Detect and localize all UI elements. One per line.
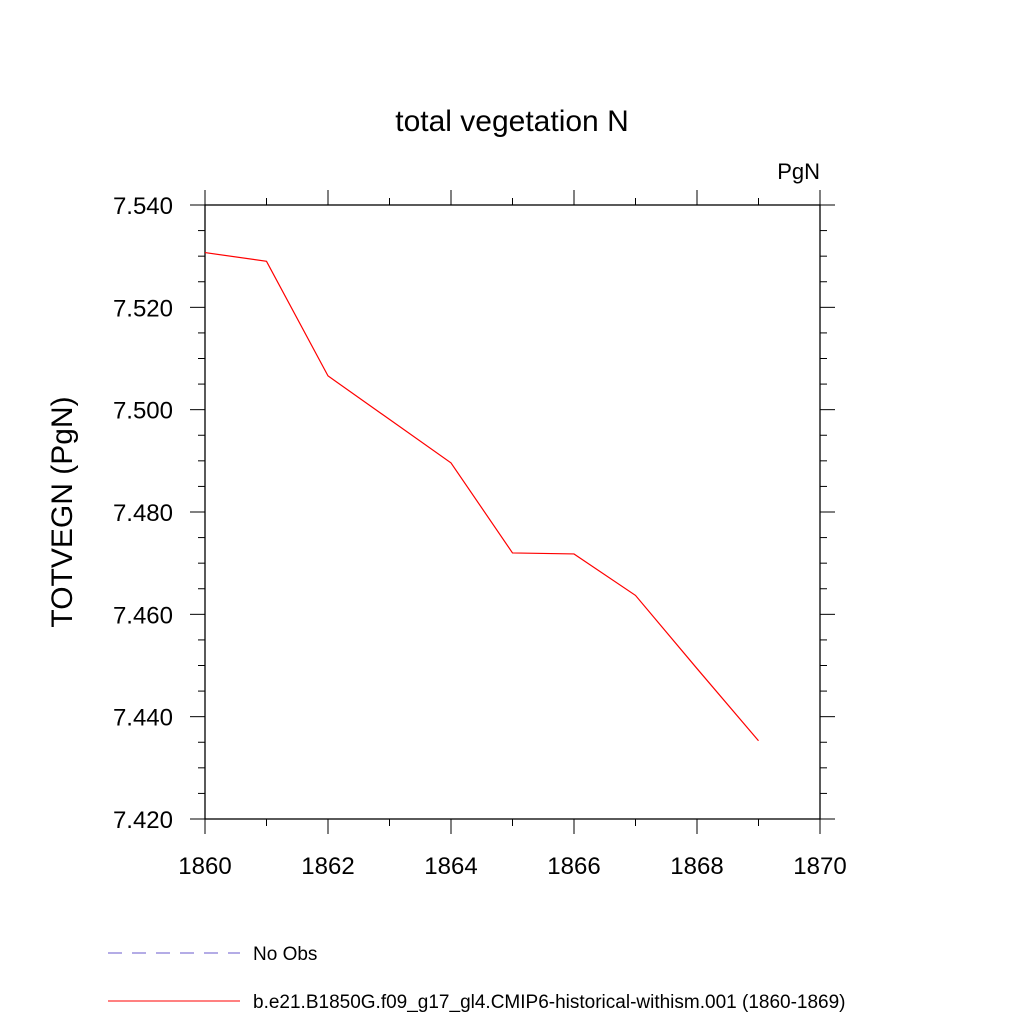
- y-tick-label: 7.440: [113, 705, 173, 732]
- series-line-1: [204, 251, 759, 742]
- y-tick-label: 7.520: [113, 295, 173, 322]
- legend-label: b.e21.B1850G.f09_g17_gl4.CMIP6-historica…: [253, 992, 846, 1013]
- x-tick-label: 1866: [547, 853, 600, 880]
- series-layer: [204, 251, 759, 742]
- axes: [204, 204, 821, 820]
- tick-labels: 1860 1862 1864 1866 1868 1870 7.540 7.520 7.500 7…: [113, 193, 847, 880]
- y-tick-label: 7.460: [113, 602, 173, 629]
- x-tick-label: 1860: [178, 853, 231, 880]
- y-tick-label: 7.480: [113, 500, 173, 527]
- chart-title: total vegetation N: [395, 105, 628, 138]
- y-tick-label: 7.420: [113, 807, 173, 834]
- y-tick-label: 7.540: [113, 193, 173, 220]
- legend: No Obs b.e21.B1850G.f09_g17_gl4.CMIP6-his…: [108, 944, 846, 1013]
- tick-marks: [190, 190, 835, 834]
- units-label: PgN: [777, 159, 820, 184]
- x-tick-label: 1868: [670, 853, 723, 880]
- y-axis-label: TOTVEGN (PgN): [46, 396, 79, 627]
- x-tick-label: 1862: [301, 853, 354, 880]
- x-tick-label: 1870: [793, 853, 846, 880]
- x-tick-label: 1864: [424, 853, 477, 880]
- plot-frame: [204, 204, 821, 820]
- y-tick-label: 7.500: [113, 398, 173, 425]
- legend-label: No Obs: [253, 944, 317, 965]
